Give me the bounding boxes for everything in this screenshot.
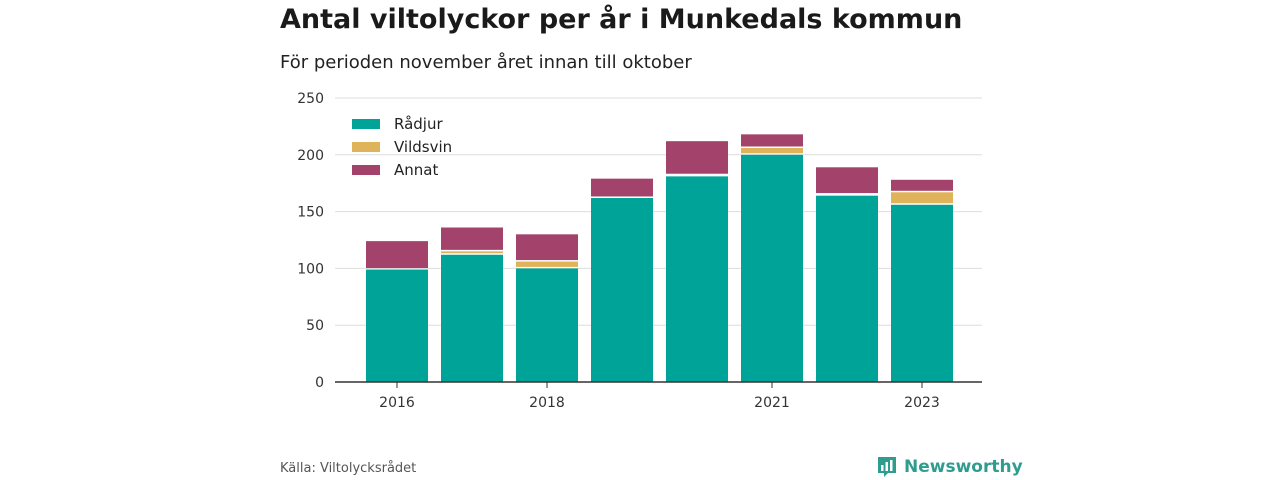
chart-title: Antal viltolyckor per år i Munkedals kom… bbox=[280, 4, 963, 35]
bar-2022-annat bbox=[816, 167, 878, 194]
legend-label-radjur: Rådjur bbox=[394, 114, 443, 133]
legend-label-annat: Annat bbox=[394, 160, 439, 179]
bar-2016-rådjur bbox=[366, 269, 428, 382]
bar-2017-rådjur bbox=[441, 254, 503, 382]
y-tick-label: 50 bbox=[306, 318, 324, 334]
y-tick-label: 100 bbox=[297, 261, 324, 277]
bar-2019-annat bbox=[591, 178, 653, 197]
x-tick-label: 2023 bbox=[904, 395, 940, 411]
bar-2021-vildsvin bbox=[741, 147, 803, 154]
bar-2020-annat bbox=[666, 141, 728, 174]
bar-2016-annat bbox=[366, 241, 428, 269]
bar-2018-rådjur bbox=[516, 268, 578, 382]
legend-label-vildsvin: Vildsvin bbox=[394, 137, 453, 156]
bar-2017-annat bbox=[441, 227, 503, 250]
x-tick-label: 2016 bbox=[379, 395, 415, 411]
legend: Rådjur Vildsvin Annat bbox=[352, 112, 452, 181]
bar-2021-rådjur bbox=[741, 154, 803, 382]
bar-2018-vildsvin bbox=[516, 261, 578, 267]
chart-subtitle: För perioden november året innan till ok… bbox=[280, 52, 692, 73]
y-tick-label: 200 bbox=[297, 148, 324, 164]
legend-item-radjur: Rådjur bbox=[352, 112, 452, 135]
y-tick-label: 0 bbox=[315, 375, 324, 391]
bar-2018-annat bbox=[516, 234, 578, 261]
legend-swatch-annat bbox=[352, 164, 380, 175]
x-tick-label: 2021 bbox=[754, 395, 790, 411]
source-note: Källa: Viltolycksrådet bbox=[280, 461, 417, 476]
brand-logo: Newsworthy bbox=[876, 455, 1023, 479]
bar-2023-vildsvin bbox=[891, 192, 953, 204]
brand-name: Newsworthy bbox=[904, 457, 1023, 477]
bar-2023-annat bbox=[891, 179, 953, 191]
bar-2021-annat bbox=[741, 134, 803, 147]
bar-2019-rådjur bbox=[591, 197, 653, 382]
y-tick-label: 250 bbox=[297, 91, 324, 107]
legend-item-annat: Annat bbox=[352, 158, 452, 181]
legend-swatch-vildsvin bbox=[352, 141, 380, 152]
newsworthy-logo-icon bbox=[878, 457, 896, 477]
x-tick-label: 2018 bbox=[529, 395, 565, 411]
bar-2020-rådjur bbox=[666, 176, 728, 382]
bar-2023-rådjur bbox=[891, 204, 953, 382]
bar-2017-vildsvin bbox=[441, 251, 503, 254]
y-tick-label: 150 bbox=[297, 205, 324, 221]
bar-2022-rådjur bbox=[816, 195, 878, 382]
legend-item-vildsvin: Vildsvin bbox=[352, 135, 452, 158]
legend-swatch-radjur bbox=[352, 118, 380, 129]
